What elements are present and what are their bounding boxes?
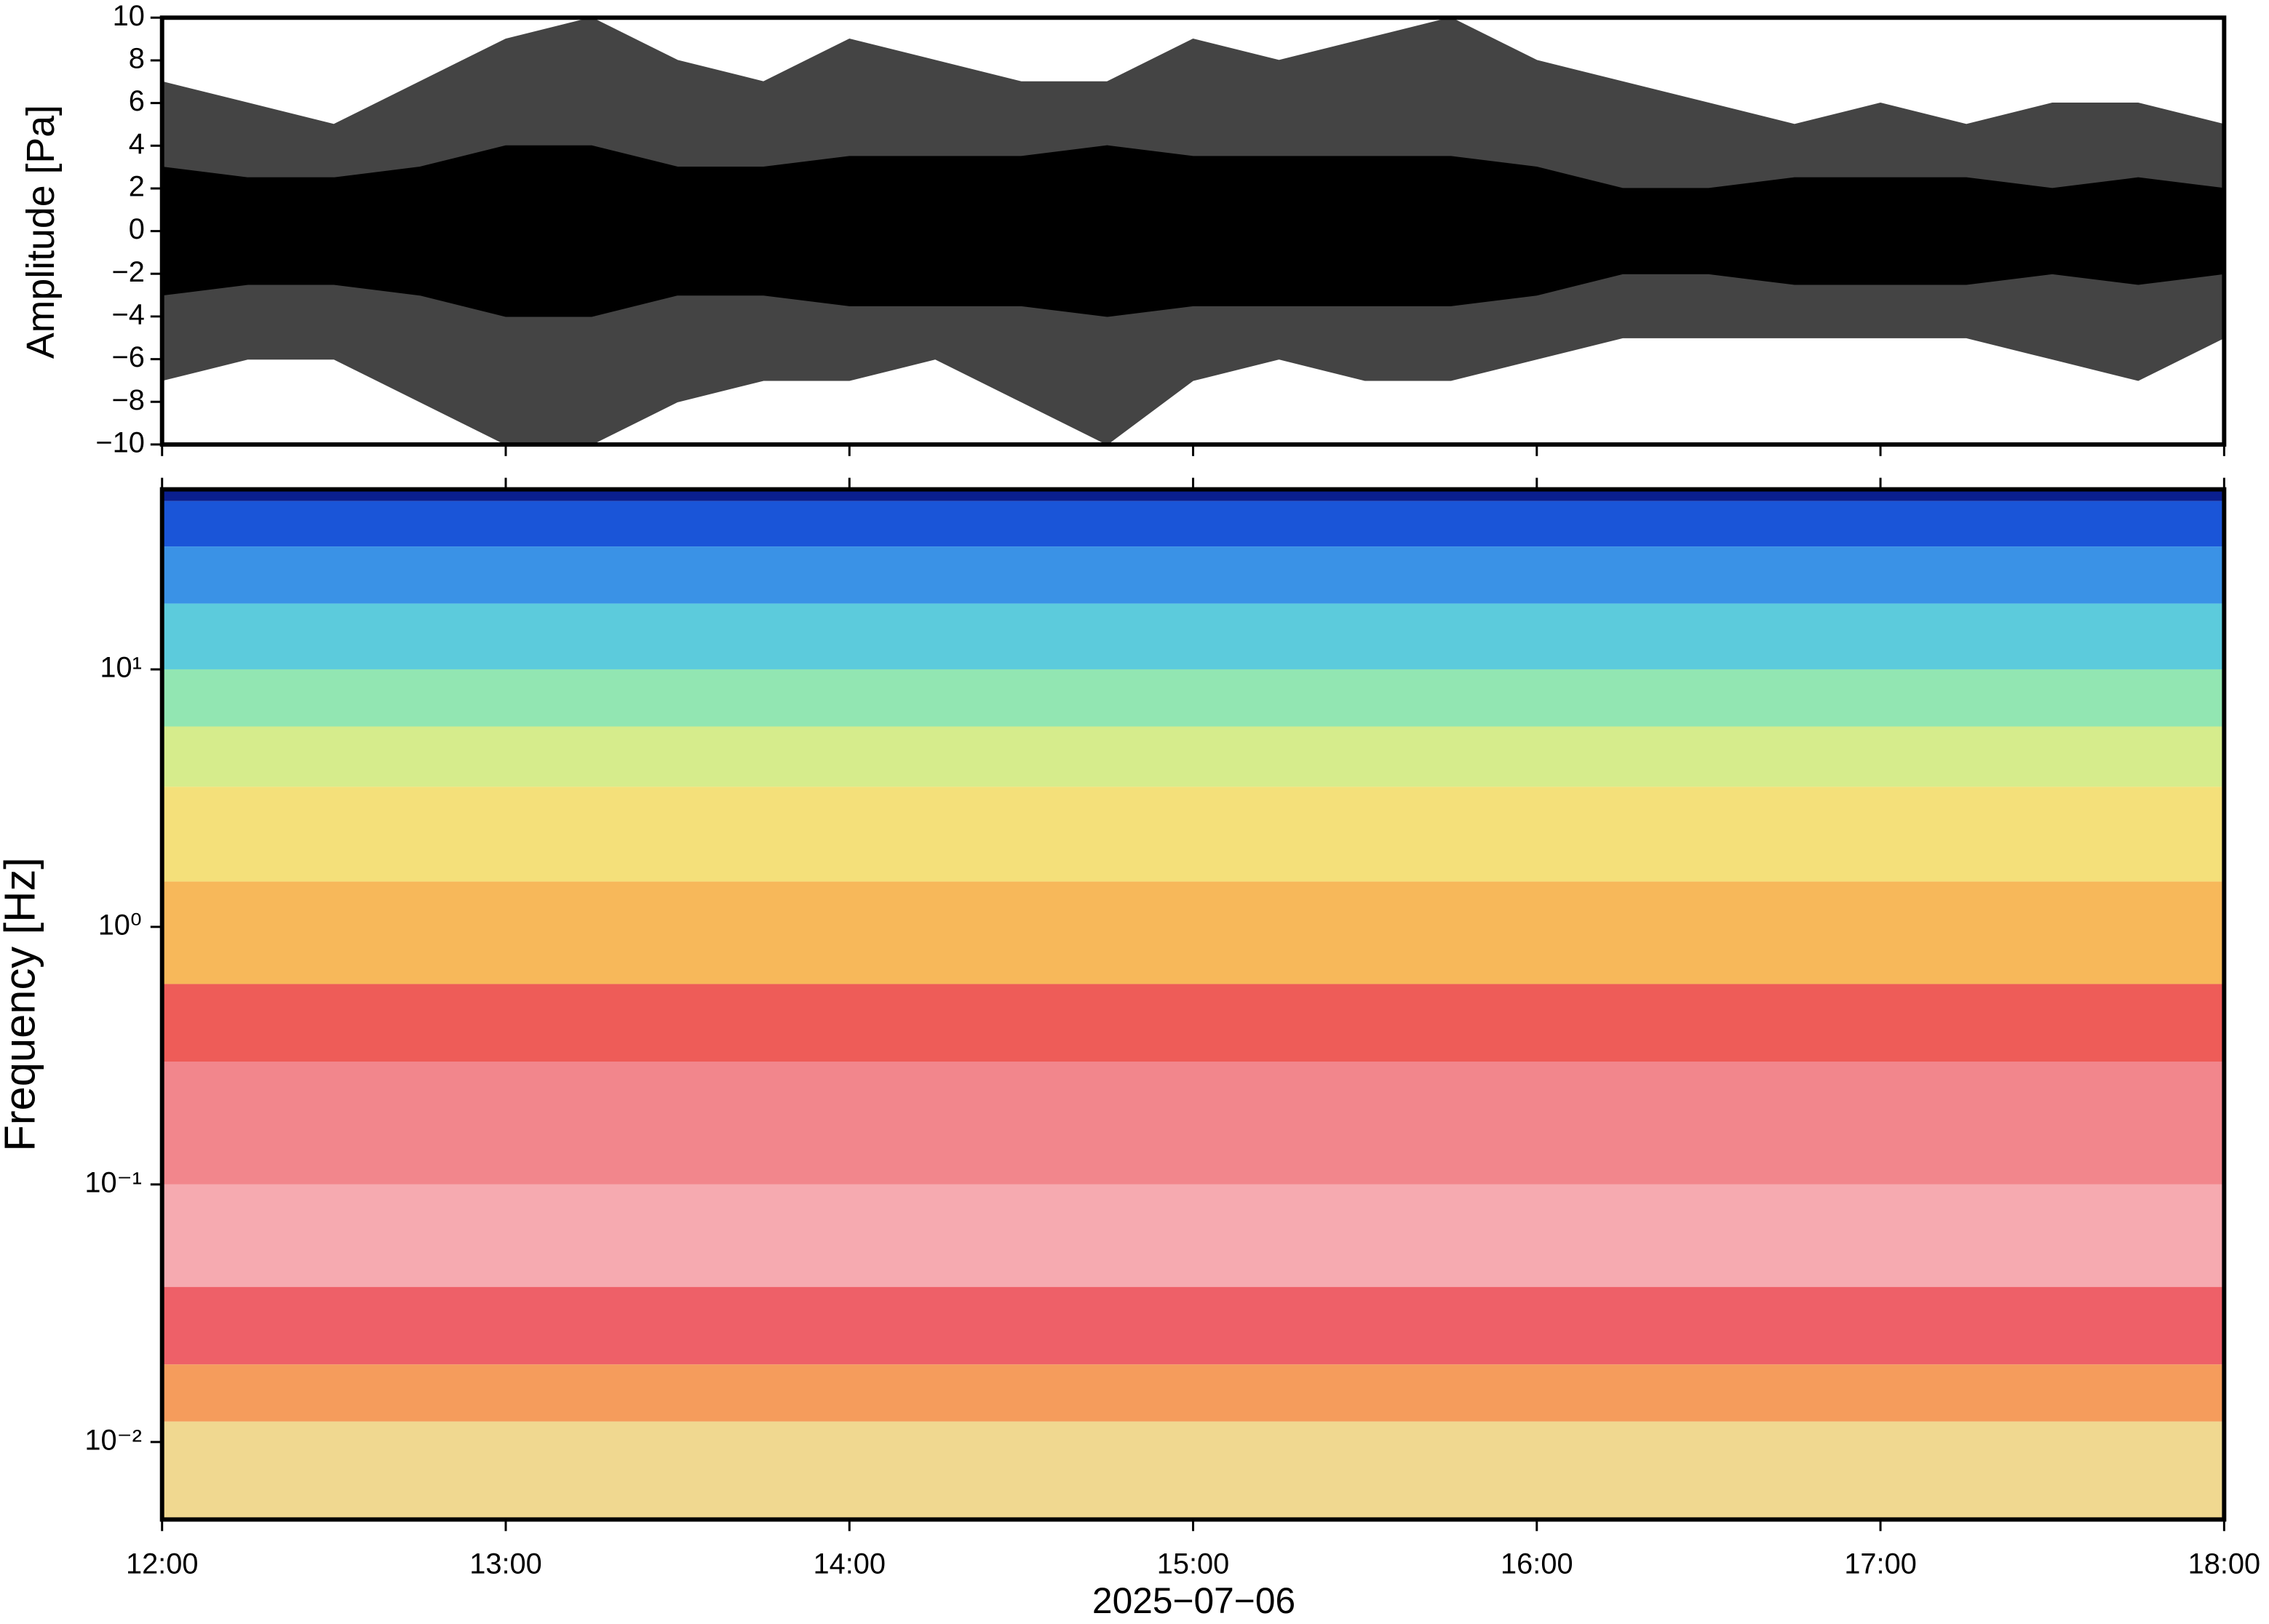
y-tick-label: 0 <box>129 213 145 245</box>
y-tick-label: −8 <box>112 384 145 416</box>
y-tick-label: −4 <box>112 298 145 330</box>
x-tick-label: 17:00 <box>1844 1548 1917 1580</box>
y-axis-label: Amplitude [Pa] <box>19 105 63 359</box>
spectrogram-band <box>162 1421 2225 1520</box>
y-tick-label: 10⁻¹ <box>84 1166 141 1198</box>
spectrogram-band <box>162 726 2225 787</box>
spectrogram-band <box>162 669 2225 727</box>
y-tick-label: 10⁻² <box>84 1424 141 1456</box>
x-tick-label: 15:00 <box>1157 1548 1230 1580</box>
y-tick-label: −6 <box>112 341 145 373</box>
spectrogram-band <box>162 787 2225 882</box>
spectrogram-band <box>162 984 2225 1062</box>
spectrogram-band <box>162 1061 2225 1185</box>
plot-frame <box>159 15 2227 447</box>
spectrogram-band <box>162 1286 2225 1365</box>
spectrogram-band <box>162 501 2225 547</box>
y-axis-label: Frequency [Hz] <box>0 857 44 1151</box>
spectrogram-band <box>162 489 2225 501</box>
spectrogram-band <box>162 881 2225 984</box>
y-tick-label: 2 <box>129 170 145 202</box>
x-axis-label: 2025−07−06 <box>1092 1580 1295 1621</box>
y-tick-label: 6 <box>129 85 145 117</box>
spectrogram-band <box>162 546 2225 604</box>
x-tick-label: 12:00 <box>126 1548 199 1580</box>
y-tick-label: −2 <box>112 256 145 288</box>
x-tick-label: 14:00 <box>814 1548 886 1580</box>
x-tick-label: 16:00 <box>1501 1548 1573 1580</box>
spectrogram-band <box>162 1184 2225 1287</box>
y-tick-label: 10⁰ <box>98 909 142 941</box>
x-tick-label: 13:00 <box>469 1548 542 1580</box>
y-tick-label: 8 <box>129 42 145 74</box>
x-tick-label: 18:00 <box>2188 1548 2261 1580</box>
spectrogram-band <box>162 1364 2225 1422</box>
spectrogram-band <box>162 603 2225 669</box>
y-tick-label: 10 <box>113 0 145 32</box>
plot-frame <box>159 487 2227 1522</box>
y-tick-label: 4 <box>129 128 145 160</box>
y-tick-label: −10 <box>95 426 144 458</box>
y-tick-label: 10¹ <box>100 651 141 683</box>
